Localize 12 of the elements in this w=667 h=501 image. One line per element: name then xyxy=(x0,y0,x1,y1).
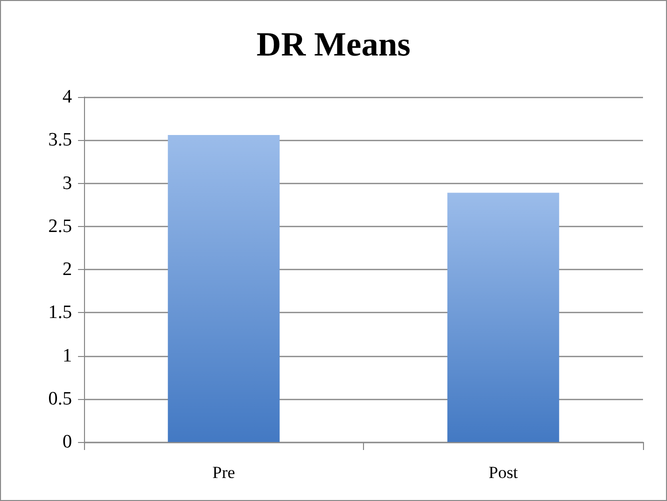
y-tick-label: 0 xyxy=(62,432,72,452)
y-tick-label: 3 xyxy=(62,172,72,194)
chart-title: DR Means xyxy=(256,26,410,64)
y-tick-label: 2 xyxy=(62,259,72,280)
y-tick-label: 1 xyxy=(62,345,72,366)
x-tick-label: Pre xyxy=(212,463,236,482)
y-tick-label: 4 xyxy=(62,86,72,108)
x-tick-label: Post xyxy=(488,463,518,482)
y-tick-label: 1.5 xyxy=(48,302,72,324)
y-tick-label: 3.5 xyxy=(48,130,72,151)
y-tick-label: 2.5 xyxy=(48,216,72,237)
y-tick-label: 0.5 xyxy=(48,388,72,410)
